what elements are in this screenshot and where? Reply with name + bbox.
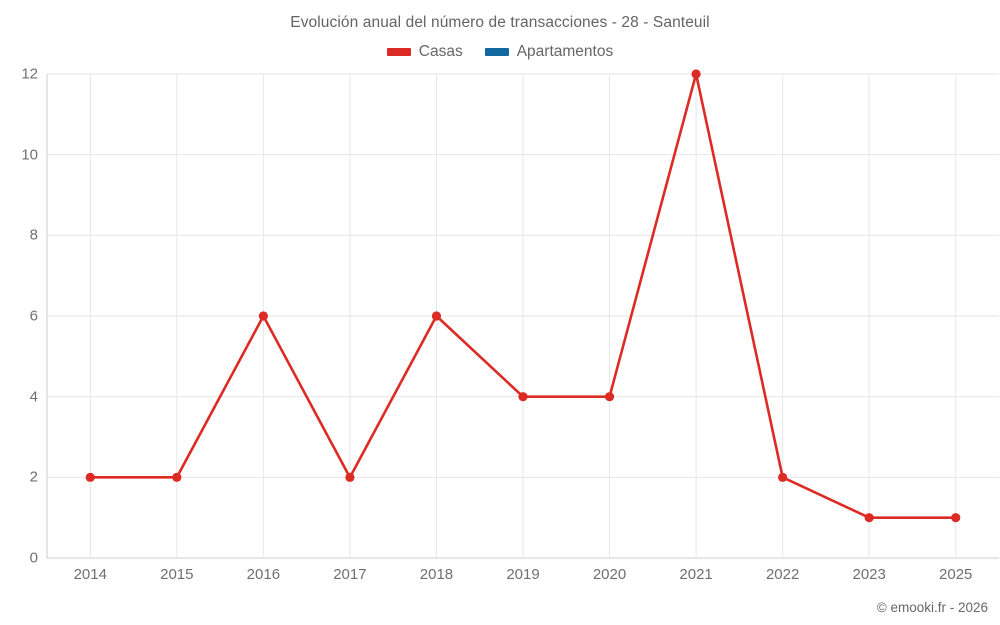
x-tick-label: 2016 (246, 566, 281, 583)
x-tick-label: 2018 (419, 566, 454, 583)
x-tick-label: 2014 (73, 566, 107, 583)
y-tick-label: 0 (29, 549, 38, 567)
x-tick-label: 2023 (852, 566, 886, 583)
legend-swatch-casas (386, 48, 411, 56)
y-tick-label: 6 (29, 307, 38, 325)
y-tick-label: 2 (29, 468, 38, 486)
legend-item-casas[interactable]: Casas (386, 43, 463, 61)
y-tick-label: 4 (29, 388, 38, 406)
x-tick-label: 2015 (160, 566, 194, 583)
y-tick-label: 12 (21, 65, 38, 83)
x-tick-label: 2020 (592, 566, 627, 583)
y-axis: 0 2 4 6 8 10 12 (0, 66, 38, 567)
data-point-casas[interactable] (172, 472, 182, 482)
x-tick-label: 2022 (765, 566, 800, 583)
data-point-casas[interactable] (864, 513, 874, 523)
data-point-casas[interactable] (431, 311, 442, 321)
x-tick-label: 2021 (679, 566, 713, 583)
data-point-casas[interactable] (604, 392, 615, 402)
footer-credit: © emooki.fr - 2026 (876, 600, 988, 615)
y-tick-label: 10 (21, 146, 38, 164)
x-tick-label: 2019 (506, 566, 540, 583)
x-axis: 2014 2015 2016 2017 2018 2019 2020 2021 2022 2023… (47, 566, 999, 588)
x-tick-label: 2025 (939, 566, 973, 583)
data-point-casas[interactable] (85, 472, 95, 482)
data-point-casas[interactable] (691, 69, 701, 79)
y-tick-label: 8 (29, 226, 38, 244)
plot-svg (46, 69, 999, 559)
data-point-casas[interactable] (778, 472, 788, 482)
legend-label-casas: Casas (418, 43, 463, 60)
data-point-casas[interactable] (345, 472, 355, 482)
x-tick-label: 2017 (333, 566, 367, 583)
data-point-casas[interactable] (951, 513, 961, 523)
data-point-casas[interactable] (258, 311, 268, 321)
plot-area (46, 69, 999, 559)
legend-item-apartamentos[interactable]: Apartamentos (484, 43, 614, 61)
chart-legend: Casas Apartamentos (0, 43, 1000, 61)
data-point-casas[interactable] (518, 392, 528, 402)
legend-swatch-apartamentos (484, 48, 509, 56)
chart-title: Evolución anual del número de transaccio… (290, 14, 710, 31)
legend-label-apartamentos: Apartamentos (516, 43, 614, 60)
